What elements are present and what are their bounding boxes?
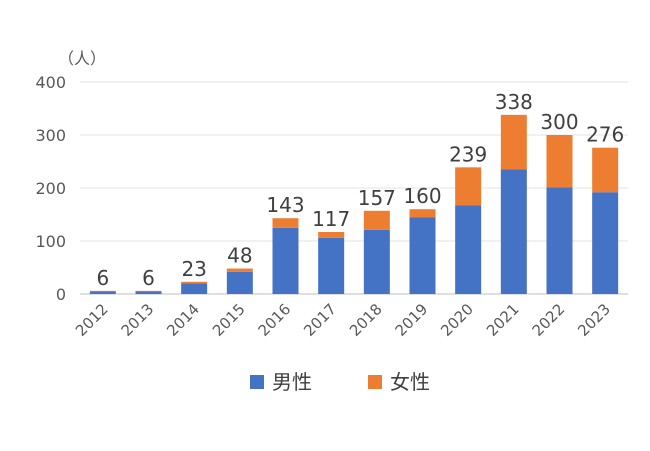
- total-label-2015: 48: [227, 244, 252, 268]
- x-tick-label: 2017: [300, 300, 340, 340]
- bar-male-2014: [181, 283, 208, 294]
- total-label-2014: 23: [181, 257, 206, 281]
- y-tick-label: 400: [35, 73, 66, 92]
- bar-male-2013: [135, 291, 162, 294]
- total-label-2022: 300: [540, 110, 578, 134]
- bar-female-2023: [592, 147, 619, 193]
- x-axis-ticks: 2012 2013 2014 2015 2016 2017 2018 2019 2020 2021…: [72, 300, 614, 340]
- x-tick-label: 2021: [483, 300, 523, 340]
- y-tick-label: 200: [35, 179, 66, 198]
- y-axis-ticks: 0 100 200 300 400: [35, 73, 66, 304]
- x-tick-label: 2015: [209, 300, 249, 340]
- bar-male-2020: [455, 205, 482, 294]
- x-tick-label: 2012: [72, 300, 112, 340]
- legend-label-male: 男性: [272, 370, 312, 394]
- bar-male-2017: [318, 237, 345, 294]
- bar-male-2018: [363, 229, 390, 294]
- x-tick-label: 2020: [437, 300, 477, 340]
- bar-female-2022: [546, 135, 573, 188]
- x-tick-label: 2016: [255, 300, 295, 340]
- y-tick-label: 300: [35, 126, 66, 145]
- grid-lines: [80, 81, 628, 295]
- x-tick-label: 2023: [574, 300, 614, 340]
- total-labels: 6 6 23 48 143 117 157 160 239 338 300 276: [96, 90, 624, 290]
- total-label-2016: 143: [266, 193, 304, 217]
- y-tick-label: 0: [56, 285, 66, 304]
- bar-female-2021: [500, 114, 527, 170]
- bar-female-2020: [455, 167, 482, 206]
- total-label-2013: 6: [142, 266, 155, 290]
- bars-group: [89, 114, 619, 294]
- total-label-2023: 276: [586, 123, 624, 147]
- bar-male-2022: [546, 187, 573, 294]
- bar-male-2019: [409, 217, 436, 294]
- bar-female-2012: [89, 290, 116, 292]
- legend: 男性 女性: [250, 370, 430, 394]
- legend-label-female: 女性: [390, 370, 430, 394]
- bar-female-2019: [409, 209, 436, 218]
- bar-female-2013: [135, 290, 162, 292]
- bar-female-2018: [363, 210, 390, 230]
- total-label-2019: 160: [403, 184, 441, 208]
- bar-male-2012: [89, 291, 116, 294]
- bar-female-2014: [181, 281, 208, 284]
- total-label-2018: 157: [358, 186, 396, 210]
- total-label-2012: 6: [96, 266, 109, 290]
- x-tick-label: 2019: [392, 300, 432, 340]
- bar-male-2015: [226, 271, 253, 294]
- legend-swatch-female: [368, 375, 382, 389]
- x-tick-label: 2013: [118, 300, 158, 340]
- bar-female-2016: [272, 218, 299, 228]
- x-tick-label: 2022: [529, 300, 569, 340]
- legend-swatch-male: [250, 375, 264, 389]
- bar-male-2021: [500, 169, 527, 294]
- x-tick-label: 2014: [163, 300, 203, 340]
- total-label-2020: 239: [449, 142, 487, 166]
- total-label-2021: 338: [495, 90, 533, 114]
- bar-male-2023: [592, 192, 619, 294]
- total-label-2017: 117: [312, 207, 350, 231]
- bar-female-2015: [226, 268, 253, 272]
- x-tick-label: 2018: [346, 300, 386, 340]
- bar-female-2017: [318, 231, 345, 238]
- y-axis-unit-label: （人）: [58, 49, 106, 68]
- y-tick-label: 100: [35, 232, 66, 251]
- bar-male-2016: [272, 227, 299, 294]
